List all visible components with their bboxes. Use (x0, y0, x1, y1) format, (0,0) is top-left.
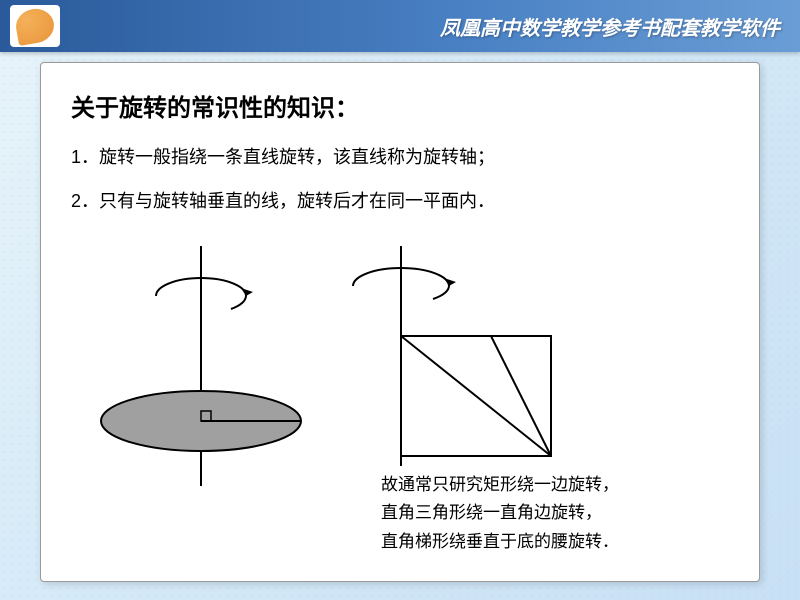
left-diagram (101, 246, 301, 486)
page-title: 关于旋转的常识性的知识： (71, 88, 729, 123)
caption-line-3: 直角梯形绕垂直于底的腰旋转． (381, 528, 619, 557)
caption-line-2: 直角三角形绕一直角边旋转， (381, 499, 619, 528)
caption-line-1: 故通常只研究矩形绕一边旋转， (381, 471, 619, 500)
content-card: 关于旋转的常识性的知识： 1．旋转一般指绕一条直线旋转，该直线称为旋转轴； 2．… (40, 62, 760, 582)
header-bar: 凤凰高中数学教学参考书配套教学软件 (0, 0, 800, 52)
rotation-diagrams (71, 236, 671, 496)
diagram-area: 故通常只研究矩形绕一边旋转， 直角三角形绕一直角边旋转， 直角梯形绕垂直于底的腰… (71, 236, 729, 496)
phoenix-logo (10, 5, 60, 47)
bullet-1: 1．旋转一般指绕一条直线旋转，该直线称为旋转轴； (71, 143, 729, 172)
diagram-caption: 故通常只研究矩形绕一边旋转， 直角三角形绕一直角边旋转， 直角梯形绕垂直于底的腰… (381, 471, 619, 558)
header-title: 凤凰高中数学教学参考书配套教学软件 (440, 12, 780, 41)
bullet-2: 2．只有与旋转轴垂直的线，旋转后才在同一平面内． (71, 187, 729, 216)
logo-icon (13, 6, 56, 46)
right-diagram (353, 246, 551, 466)
